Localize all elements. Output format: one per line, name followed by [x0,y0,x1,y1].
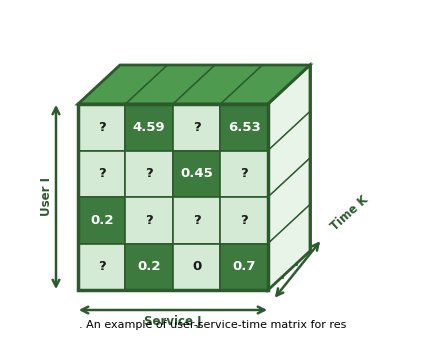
Bar [215,111,262,158]
Bar [234,231,282,277]
Text: ?: ? [98,260,106,273]
Bar [92,91,139,137]
Bar [215,158,262,205]
Bar [153,124,201,171]
Bar [187,184,234,231]
Text: ?: ? [240,214,248,227]
Bar [187,137,234,184]
Bar [262,205,310,251]
Bar [248,124,296,171]
Bar [173,244,221,290]
Bar [262,158,310,205]
Bar [139,184,187,231]
Bar [248,78,296,124]
Text: Service J: Service J [144,315,202,328]
Text: ?: ? [240,167,248,180]
Bar [106,218,153,264]
Bar [126,197,173,244]
Polygon shape [126,65,215,104]
Text: . An example of user-service-time matrix for res: . An example of user-service-time matrix… [79,320,347,330]
Text: 0.45: 0.45 [180,167,213,180]
Bar [187,231,234,277]
Text: ?: ? [193,121,201,134]
Bar [78,150,126,197]
Bar [106,124,153,171]
Bar [153,171,201,218]
Bar [221,104,268,150]
Bar [173,150,221,197]
Bar [120,111,167,158]
Bar [120,65,167,111]
Polygon shape [268,111,310,197]
Bar [201,78,248,124]
Bar [221,197,268,244]
Bar [139,137,187,184]
Text: ?: ? [145,214,153,227]
Bar [221,244,268,290]
Text: 0: 0 [192,260,201,273]
Bar [173,197,221,244]
Bar [78,104,126,150]
Text: ?: ? [145,167,153,180]
Bar [262,111,310,158]
Bar [201,171,248,218]
Bar [167,205,215,251]
Bar [92,91,282,277]
Bar [120,65,310,251]
Text: ?: ? [193,214,201,227]
Bar [120,205,167,251]
Bar [126,150,173,197]
Bar [153,78,201,124]
Text: Time K: Time K [328,193,371,233]
Bar [92,184,139,231]
Bar [167,65,215,111]
Bar [139,231,187,277]
Bar [167,111,215,158]
Bar [78,197,126,244]
Text: 0.2: 0.2 [90,214,113,227]
Text: ?: ? [98,121,106,134]
Bar [248,171,296,218]
Bar [215,205,262,251]
Bar [173,104,221,150]
Polygon shape [268,65,310,150]
Bar [262,65,310,111]
Bar [78,244,126,290]
Polygon shape [268,158,310,244]
Text: 0.2: 0.2 [138,260,161,273]
Bar [92,137,139,184]
Polygon shape [221,65,310,104]
Bar [106,78,296,264]
Text: 6.53: 6.53 [228,121,261,134]
Bar [139,91,187,137]
Polygon shape [78,65,167,104]
Bar [126,104,173,150]
Bar [248,218,296,264]
Text: 0.7: 0.7 [233,260,256,273]
Bar [215,65,262,111]
Bar [234,91,282,137]
Polygon shape [268,205,310,290]
Bar [187,91,234,137]
Bar [201,124,248,171]
Text: User I: User I [40,177,54,216]
Bar [92,231,139,277]
Bar [106,171,153,218]
Bar [78,104,268,290]
Bar [126,244,173,290]
Bar [234,184,282,231]
Bar [106,78,153,124]
Bar [167,158,215,205]
Text: 4.59: 4.59 [133,121,166,134]
Bar [153,218,201,264]
Text: ?: ? [98,167,106,180]
Bar [221,150,268,197]
Bar [234,137,282,184]
Bar [120,158,167,205]
Polygon shape [173,65,262,104]
Bar [201,218,248,264]
